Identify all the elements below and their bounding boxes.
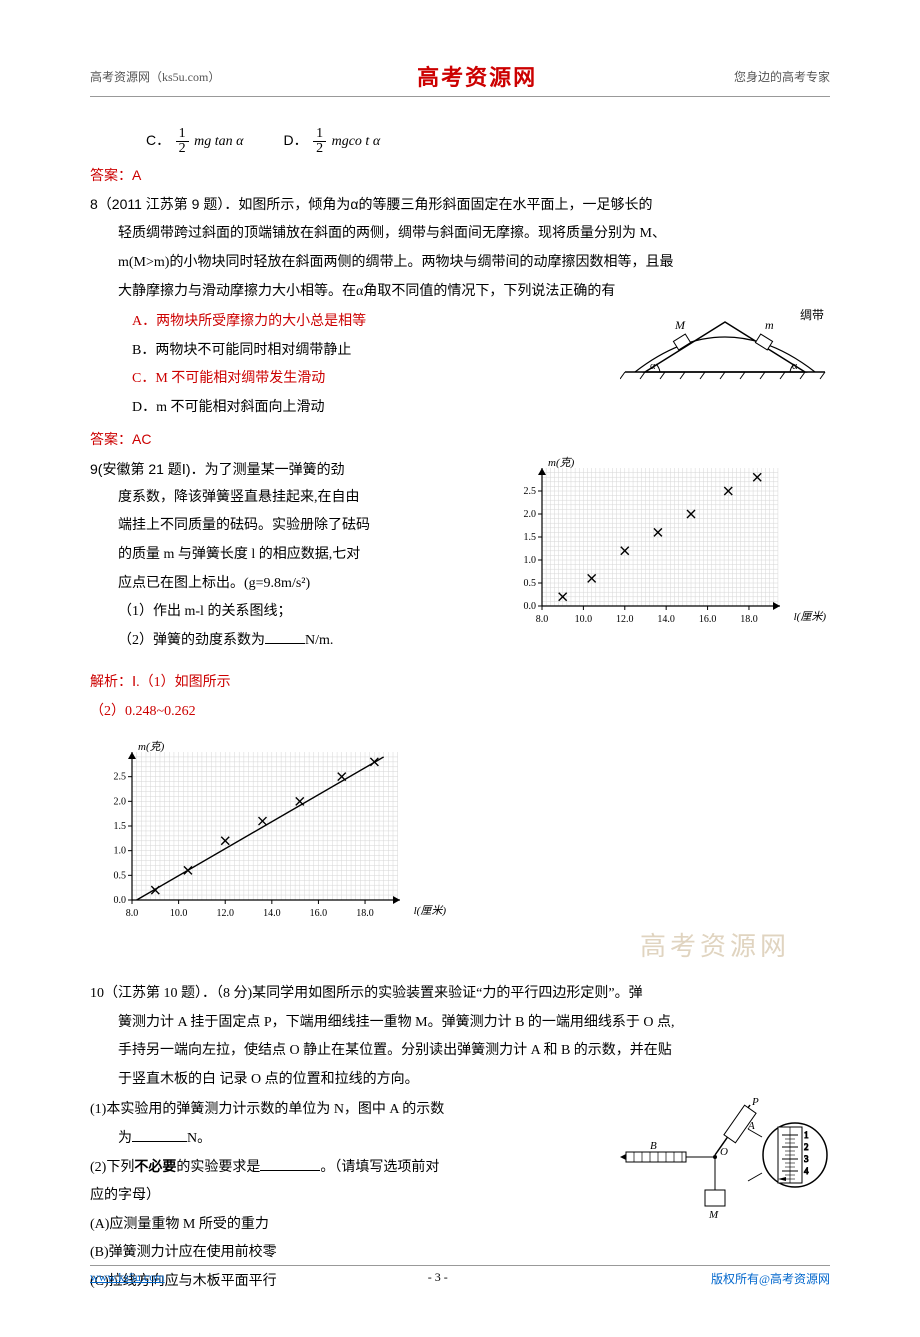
q10-line4: 于竖直木板的白 记录 O 点的位置和拉线的方向。	[90, 1067, 830, 1094]
svg-text:10.0: 10.0	[170, 908, 188, 919]
svg-text:8.0: 8.0	[126, 908, 139, 919]
answer-7: 答案：A	[90, 162, 830, 189]
svg-text:l(厘米): l(厘米)	[414, 904, 447, 917]
svg-text:2.5: 2.5	[114, 771, 127, 782]
q9-chart-top: 8.0 10.0 12.0 14.0 16.0 18.0 0.0 0.5 1.0 1.5 2.0 2.…	[500, 454, 830, 634]
svg-text:m(克): m(克)	[548, 456, 575, 469]
q10-line2: 簧测力计 A 挂于固定点 P，下端用细线挂一重物 M。弹簧测力计 B 的一端用细…	[90, 1010, 830, 1037]
svg-text:14.0: 14.0	[263, 908, 281, 919]
page-footer: www.ks5u.com - 3 - 版权所有@高考资源网	[90, 1265, 830, 1287]
q8-opt-b: B．两物块不可能同时相对绸带静止	[90, 338, 610, 365]
q9-p1: （1）作出 m-l 的关系图线；	[90, 599, 490, 626]
options-c-d: C． 12 mg tan α D． 12 mgco t α	[90, 127, 830, 156]
answer-8: 答案：AC	[90, 426, 830, 453]
svg-text:2.0: 2.0	[524, 509, 537, 520]
q9-line2: 度系数，降该弹簧竖直悬挂起来,在自由	[90, 485, 490, 512]
header-left: 高考资源网（ks5u.com）	[90, 68, 220, 85]
q10-line3: 手持另一端向左拉，使结点 O 静止在某位置。分别读出弹簧测力计 A 和 B 的示…	[90, 1038, 830, 1065]
q9-line1: 9(安徽第 21 题Ⅰ)．为了测量某一弹簧的劲	[90, 456, 490, 483]
q10-figure: P A B O M	[600, 1095, 830, 1235]
q9-line5: 应点已在图上标出。(g=9.8m/s²)	[90, 571, 490, 598]
q9-chart-bottom: 8.0 10.0 12.0 14.0 16.0 18.0 0.0 0.5 1.0 1.5 2.0 2.…	[90, 738, 830, 928]
svg-text:2: 2	[804, 1142, 809, 1152]
svg-text:P: P	[751, 1096, 759, 1108]
svg-text:8.0: 8.0	[536, 614, 549, 625]
q8-line2: 轻质绸带跨过斜面的顶端铺放在斜面的两侧，绸带与斜面间无摩擦。现将质量分别为 M、	[90, 221, 830, 248]
svg-text:1: 1	[804, 1130, 809, 1140]
option-c: C． 12 mg tan α	[146, 127, 243, 156]
svg-text:3: 3	[804, 1154, 809, 1164]
svg-text:0.5: 0.5	[524, 578, 537, 589]
svg-text:m(克): m(克)	[138, 740, 165, 753]
q10-opt-a: (A)应测量重物 M 所受的重力	[90, 1212, 590, 1239]
svg-text:2.0: 2.0	[114, 796, 127, 807]
q9-line3: 端挂上不同质量的砝码。实验册除了砝码	[90, 513, 490, 540]
q8-figure: M m 绸带 α α	[620, 307, 830, 387]
svg-text:0.0: 0.0	[114, 895, 127, 906]
svg-text:1.0: 1.0	[524, 555, 537, 566]
q9-sol2: （2）0.248~0.262	[90, 699, 830, 726]
svg-text:14.0: 14.0	[657, 614, 675, 625]
svg-text:1.5: 1.5	[524, 532, 537, 543]
q10-p2: (2)下列不必要的实验要求是。（请填写选项前对	[90, 1155, 590, 1182]
svg-text:绸带: 绸带	[800, 308, 824, 322]
svg-text:4: 4	[804, 1166, 809, 1176]
svg-text:1.0: 1.0	[114, 845, 127, 856]
q8-line4: 大静摩擦力与滑动摩擦力大小相等。在α角取不同值的情况下，下列说法正确的有	[90, 279, 830, 306]
svg-text:M: M	[674, 318, 686, 332]
svg-text:B: B	[650, 1140, 657, 1152]
header-center: 高考资源网	[417, 60, 537, 92]
footer-center: - 3 -	[428, 1270, 448, 1287]
q8-opt-d: D．m 不可能相对斜面向上滑动	[90, 395, 610, 422]
svg-text:M: M	[708, 1209, 719, 1221]
svg-text:α: α	[792, 361, 798, 372]
footer-right: 版权所有@高考资源网	[711, 1270, 830, 1287]
svg-text:18.0: 18.0	[740, 614, 758, 625]
svg-text:10.0: 10.0	[575, 614, 593, 625]
q8-opt-a: A．两物块所受摩擦力的大小总是相等	[90, 309, 610, 336]
header-right: 您身边的高考专家	[734, 68, 830, 85]
q9-sol1: 解析：Ⅰ.（1）如图所示	[90, 670, 830, 697]
svg-text:12.0: 12.0	[216, 908, 234, 919]
svg-text:2.5: 2.5	[524, 486, 537, 497]
svg-text:0.0: 0.0	[524, 601, 537, 612]
option-d: D． 12 mgco t α	[283, 127, 380, 156]
q8-opt-c: C．M 不可能相对绸带发生滑动	[90, 366, 610, 393]
q9-p2: （2）弹簧的劲度系数为N/m.	[90, 628, 490, 655]
svg-text:O: O	[720, 1146, 728, 1158]
q10-line1: 10（江苏第 10 题）．（8 分)某同学用如图所示的实验装置来验证“力的平行四…	[90, 981, 830, 1008]
svg-text:m: m	[765, 318, 774, 332]
content: C． 12 mg tan α D． 12 mgco t α 答案：A 8（201…	[90, 127, 830, 1297]
q9-line4: 的质量 m 与弹簧长度 l 的相应数据,七对	[90, 542, 490, 569]
svg-text:α: α	[650, 361, 656, 372]
svg-text:12.0: 12.0	[616, 614, 634, 625]
svg-text:0.5: 0.5	[114, 870, 127, 881]
q8-line1: 8（2011 江苏第 9 题）．如图所示，倾角为α的等腰三角形斜面固定在水平面上…	[90, 191, 830, 220]
svg-text:1.5: 1.5	[114, 821, 127, 832]
svg-text:16.0: 16.0	[310, 908, 328, 919]
q10-opt-b: (B)弹簧测力计应在使用前校零	[90, 1240, 590, 1267]
footer-left: www.ks5u.com	[90, 1270, 165, 1287]
q10-p1: (1)本实验用的弹簧测力计示数的单位为 N，图中 A 的示数	[90, 1097, 590, 1124]
page-header: 高考资源网（ks5u.com） 高考资源网 您身边的高考专家	[90, 60, 830, 97]
svg-text:16.0: 16.0	[699, 614, 717, 625]
svg-text:18.0: 18.0	[356, 908, 374, 919]
q8-line3: m(M>m)的小物块同时轻放在斜面两侧的绸带上。两物块与绸带间的动摩擦因数相等，…	[90, 250, 830, 277]
watermark: 高考资源网	[90, 922, 830, 971]
svg-text:l(厘米): l(厘米)	[794, 610, 827, 623]
